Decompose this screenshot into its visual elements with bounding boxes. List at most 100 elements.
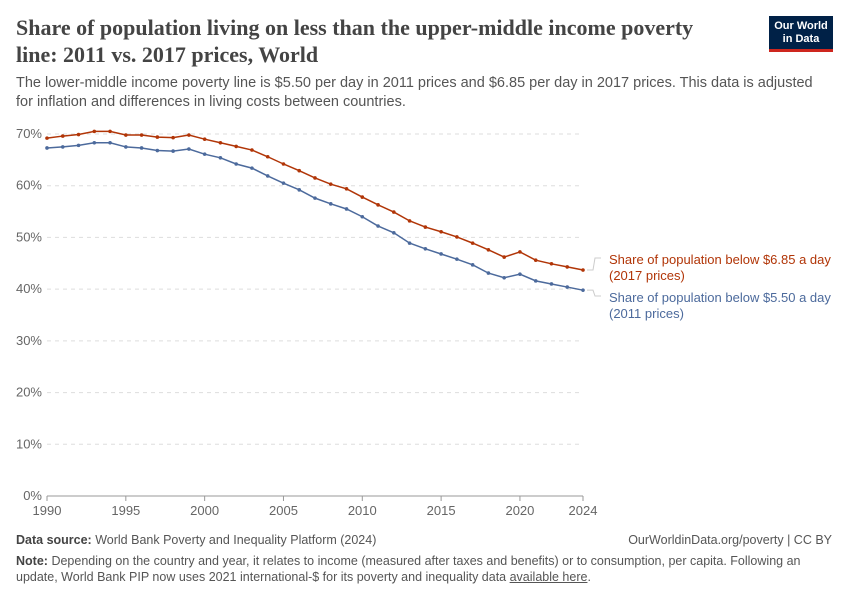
y-tick-label: 0% <box>23 488 42 503</box>
data-point <box>76 143 81 148</box>
data-point <box>108 129 112 134</box>
x-tick-label: 2020 <box>505 503 534 518</box>
y-tick-label: 60% <box>16 178 42 193</box>
y-tick-label: 50% <box>16 229 42 244</box>
footer-url[interactable]: OurWorldinData.org/poverty | CC BY <box>628 533 832 547</box>
data-point <box>486 248 491 252</box>
data-point <box>470 263 475 267</box>
y-tick-label: 70% <box>16 126 42 141</box>
data-point <box>202 152 207 156</box>
data-point <box>360 195 365 199</box>
data-point <box>423 225 428 229</box>
series-line <box>46 142 584 291</box>
label-connector <box>587 289 601 297</box>
data-point <box>60 134 65 138</box>
data-point <box>581 288 585 292</box>
data-point <box>297 188 302 192</box>
y-tick-label: 10% <box>16 436 42 451</box>
data-point <box>265 154 270 159</box>
data-point <box>297 168 302 173</box>
y-tick-label: 20% <box>16 385 42 400</box>
data-point <box>202 137 207 141</box>
data-point <box>281 181 286 185</box>
data-point <box>518 250 522 254</box>
data-point <box>60 145 65 149</box>
data-point <box>218 155 223 160</box>
data-point <box>376 224 380 228</box>
data-point <box>549 262 554 266</box>
data-point <box>139 133 144 137</box>
data-point <box>565 265 570 269</box>
data-point <box>581 268 585 272</box>
data-point <box>171 149 175 153</box>
data-point <box>124 145 128 149</box>
x-tick-label: 2000 <box>190 503 219 518</box>
data-point <box>313 176 317 180</box>
x-tick-label: 2015 <box>427 503 456 518</box>
series-line <box>46 130 584 271</box>
data-point <box>328 182 333 186</box>
data-point <box>470 241 475 245</box>
chart-subtitle: The lower-middle income poverty line is … <box>16 75 813 110</box>
data-point <box>549 282 554 286</box>
data-point <box>407 241 412 245</box>
footer-note: Note: Depending on the country and year,… <box>16 554 801 584</box>
x-tick-label: 2024 <box>569 503 598 518</box>
series-label: Share of population below $5.50 a day <box>609 290 831 305</box>
data-point <box>313 196 317 200</box>
data-point <box>281 162 286 166</box>
data-point <box>218 140 223 145</box>
data-point <box>108 140 112 145</box>
x-tick-label: 1990 <box>33 503 62 518</box>
available-here-link[interactable]: available here <box>509 570 588 584</box>
series-label-sub: (2017 prices) <box>609 268 685 283</box>
data-point <box>92 140 97 145</box>
chart-title: Share of population living on less than … <box>16 15 694 67</box>
data-point <box>423 247 428 251</box>
data-point <box>45 146 49 150</box>
data-point <box>455 235 459 239</box>
x-tick-label: 1995 <box>111 503 140 518</box>
data-point <box>155 135 160 139</box>
x-tick-label: 2005 <box>269 503 298 518</box>
data-point <box>171 135 175 140</box>
data-point <box>344 187 349 191</box>
data-point <box>376 203 380 207</box>
label-connector <box>587 257 601 271</box>
data-point <box>360 214 365 219</box>
y-tick-label: 30% <box>16 333 42 348</box>
data-point <box>455 257 459 261</box>
y-tick-label: 40% <box>16 281 42 296</box>
data-point <box>533 279 538 283</box>
data-point <box>187 133 191 137</box>
data-point <box>250 166 254 170</box>
data-point <box>533 258 538 262</box>
data-point <box>139 146 144 150</box>
data-point <box>344 207 349 211</box>
data-point <box>486 271 491 275</box>
data-point <box>565 285 570 289</box>
x-tick-label: 2010 <box>348 503 377 518</box>
data-point <box>45 136 49 140</box>
data-point <box>502 275 506 280</box>
data-point <box>392 230 396 235</box>
data-point <box>250 148 254 152</box>
data-point <box>407 219 412 223</box>
data-point <box>187 147 191 151</box>
data-point <box>155 148 160 153</box>
data-point <box>234 162 238 166</box>
data-point <box>234 144 238 149</box>
series-label: Share of population below $6.85 a day <box>609 252 831 267</box>
data-point <box>328 202 333 206</box>
data-point <box>439 252 443 256</box>
data-source: Data source: World Bank Poverty and Ineq… <box>16 533 377 547</box>
series-label-sub: (2011 prices) <box>609 306 684 321</box>
data-point <box>392 210 396 214</box>
data-point <box>76 132 81 137</box>
owid-logo[interactable]: Our World in Data <box>769 16 833 52</box>
data-point <box>439 229 443 234</box>
data-point <box>124 133 128 137</box>
data-point <box>92 129 97 134</box>
line-chart: 0% 10% 20% 30% 40% 50% 60% 70% 1990 1995 2000 2005 2… <box>16 126 831 518</box>
data-point <box>518 272 522 276</box>
